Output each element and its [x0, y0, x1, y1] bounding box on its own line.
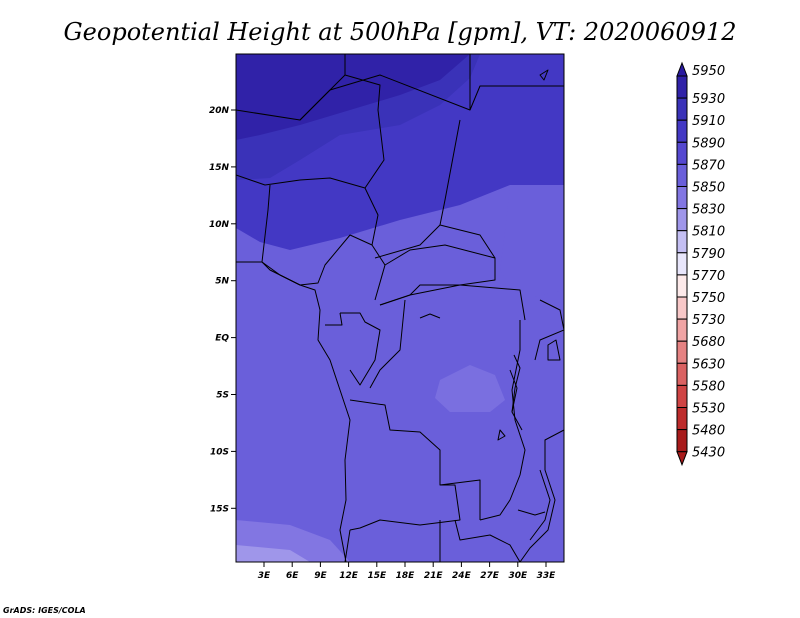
lon-label: 12E — [339, 571, 359, 581]
colorbar-swatch — [676, 97, 688, 121]
colorbar-label: 5910 — [692, 114, 725, 129]
colorbar-swatch — [676, 163, 688, 187]
colorbar-bottom-arrow — [676, 451, 688, 467]
colorbar-label: 5750 — [692, 291, 725, 306]
colorbar-swatch — [676, 252, 688, 276]
lat-label: 15S — [210, 504, 229, 514]
colorbar: 5950 5930 5910 5890 5870 5850 5830 5810 5790 5770… — [676, 61, 725, 467]
lon-label: 24E — [452, 571, 472, 581]
colorbar-top-arrow — [676, 61, 688, 77]
colorbar-label: 5630 — [692, 357, 725, 372]
colorbar-swatch — [676, 186, 688, 210]
lon-label: 30E — [508, 571, 528, 581]
lon-label: 9E — [314, 571, 327, 581]
colorbar-label: 5680 — [692, 335, 725, 350]
colorbar-swatch — [676, 208, 688, 232]
colorbar-label: 5530 — [692, 402, 725, 417]
colorbar-label: 5810 — [692, 225, 725, 240]
colorbar-swatch — [676, 362, 688, 386]
lat-label: 10N — [209, 220, 230, 230]
colorbar-label: 5870 — [692, 158, 725, 173]
grads-credit: GrADS: IGES/COLA — [3, 606, 86, 615]
lon-label: 33E — [537, 571, 557, 581]
lat-label: 10S — [210, 447, 229, 457]
colorbar-swatch — [676, 407, 688, 431]
height-field — [236, 54, 564, 562]
colorbar-label: 5790 — [692, 247, 725, 262]
lat-label: 5S — [216, 391, 229, 401]
colorbar-swatch — [676, 230, 688, 254]
colorbar-swatch — [676, 340, 688, 364]
colorbar-label: 5770 — [692, 269, 725, 284]
lon-label: 27E — [480, 571, 500, 581]
lon-label: 18E — [396, 571, 416, 581]
lon-label: 3E — [258, 571, 271, 581]
colorbar-label: 5730 — [692, 313, 725, 328]
colorbar-swatch — [676, 141, 688, 165]
colorbar-label: 5430 — [692, 446, 725, 461]
map-title: Geopotential Height at 500hPa [gpm], VT:… — [64, 18, 737, 46]
colorbar-label: 5930 — [692, 92, 725, 107]
latitude-axis: 20N 15N 10N 5N EQ 5S 10S 15S — [209, 106, 236, 514]
colorbar-swatch — [676, 75, 688, 99]
lat-label: EQ — [215, 334, 229, 344]
colorbar-swatch — [676, 274, 688, 298]
colorbar-label: 5480 — [692, 424, 725, 439]
lat-label: 20N — [209, 106, 230, 116]
colorbar-label: 5580 — [692, 379, 725, 394]
longitude-axis: 3E 6E 9E 12E 15E 18E 21E 24E 27E 30E 33E — [258, 562, 556, 581]
colorbar-swatch — [676, 429, 688, 453]
map-frame — [235, 53, 565, 563]
colorbar-swatch — [676, 384, 688, 408]
colorbar-label: 5950 — [692, 64, 725, 79]
lon-label: 15E — [367, 571, 387, 581]
colorbar-label: 5850 — [692, 181, 725, 196]
colorbar-swatch — [676, 318, 688, 342]
lat-label: 5N — [215, 277, 229, 287]
lon-label: 6E — [286, 571, 299, 581]
colorbar-swatch — [676, 296, 688, 320]
lon-label: 21E — [424, 571, 444, 581]
lat-label: 15N — [209, 163, 230, 173]
colorbar-label: 5830 — [692, 203, 725, 218]
colorbar-label: 5890 — [692, 136, 725, 151]
country-borders — [236, 54, 564, 562]
colorbar-swatch — [676, 119, 688, 143]
